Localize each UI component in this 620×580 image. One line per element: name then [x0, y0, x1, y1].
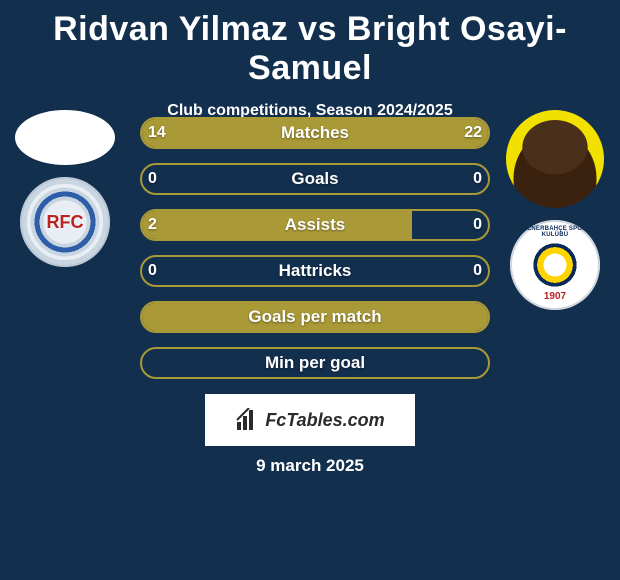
stat-fill-left [142, 211, 412, 239]
footer-label: FcTables.com [265, 410, 384, 431]
stat-track [140, 209, 490, 241]
stat-value-right: 22 [464, 117, 482, 149]
stat-value-left: 0 [148, 255, 157, 287]
page-title: Ridvan Yilmaz vs Bright Osayi-Samuel [0, 0, 620, 88]
stat-value-right: 0 [473, 209, 482, 241]
dateline: 9 march 2025 [0, 456, 620, 476]
stat-row: Assists20 [0, 202, 620, 248]
fctables-logo-icon [235, 408, 259, 432]
stat-track [140, 163, 490, 195]
footer-badge: FcTables.com [205, 394, 415, 446]
comparison-chart: Matches1422Goals00Assists20Hattricks00Go… [0, 110, 620, 386]
stat-track [140, 255, 490, 287]
stat-value-left: 2 [148, 209, 157, 241]
stat-row: Hattricks00 [0, 248, 620, 294]
stat-row: Matches1422 [0, 110, 620, 156]
stat-value-left: 14 [148, 117, 166, 149]
stat-track [140, 301, 490, 333]
stat-fill-right [277, 119, 488, 147]
stat-row: Goals00 [0, 156, 620, 202]
stat-track [140, 117, 490, 149]
stat-track [140, 347, 490, 379]
stat-row: Min per goal [0, 340, 620, 386]
stat-value-right: 0 [473, 163, 482, 195]
stat-value-right: 0 [473, 255, 482, 287]
stat-value-left: 0 [148, 163, 157, 195]
stat-fill-left [142, 303, 488, 331]
stat-row: Goals per match [0, 294, 620, 340]
